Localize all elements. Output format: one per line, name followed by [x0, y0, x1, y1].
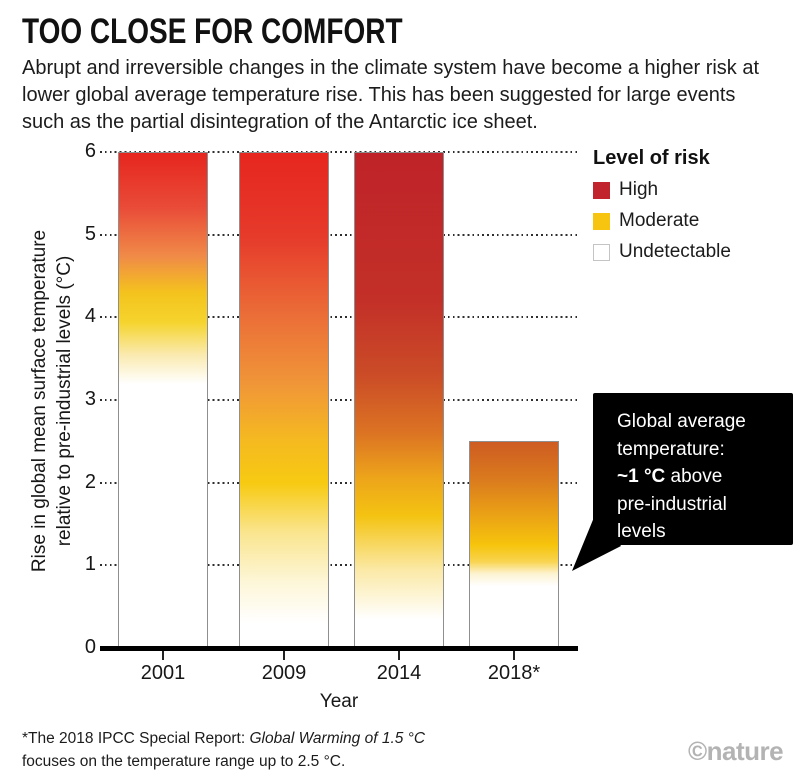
undetectable-risk-swatch-icon: [593, 243, 610, 261]
x-tick-label-2018: 2018*: [487, 662, 541, 684]
legend: Level of risk High Moderate Undetectable: [593, 147, 793, 272]
bar-2001: [118, 152, 208, 648]
y-axis-title-line1: Rise in global mean surface temperature: [29, 229, 50, 573]
annotation-pointer-icon: [572, 510, 621, 571]
gridline-6: [100, 151, 578, 153]
legend-title: Level of risk: [593, 147, 710, 169]
y-tick-label-0: 0: [84, 636, 96, 658]
x-tick-label-2001: 2001: [140, 662, 186, 684]
y-tick-label-4: 4: [84, 305, 96, 328]
gridline-2: [100, 481, 578, 484]
annotation-line1: Global average: [617, 411, 746, 432]
y-axis-title: Rise in global mean surface temperature …: [27, 151, 79, 651]
y-tick-label-1: 1: [84, 553, 96, 576]
gridline-4: [100, 316, 578, 319]
y-tick-label-3: 3: [84, 388, 96, 410]
footnote-report-title: Global Warming of 1.5 °C: [249, 730, 426, 747]
x-tick-mark-2014: [398, 651, 400, 660]
page-title: TOO CLOSE FOR COMFORT: [22, 12, 403, 51]
x-tick-label-2009: 2009: [261, 662, 307, 684]
legend-item-high: High: [593, 179, 793, 201]
subtitle: Abrupt and irreversible changes in the c…: [22, 57, 760, 133]
annotation-bubble: Global average temperature: ~1 °C above …: [593, 393, 793, 545]
bar-2018: [469, 441, 559, 648]
x-tick-label-2014: 2014: [376, 662, 422, 684]
legend-label-high: High: [619, 179, 659, 200]
bar-2009: [239, 152, 329, 648]
y-tick-label-2: 2: [84, 470, 96, 493]
y-axis-title-line2: relative to pre-industrial levels (°C): [54, 255, 75, 547]
x-axis-line: [100, 646, 578, 651]
nature-logo: ©nature: [688, 736, 784, 766]
gridline-1: [100, 564, 578, 567]
legend-item-moderate: Moderate: [593, 210, 793, 232]
annotation-line4: pre-industrial: [617, 493, 727, 515]
legend-item-undetectable: Undetectable: [593, 241, 793, 263]
bar-2014: [354, 152, 444, 648]
high-risk-swatch-icon: [593, 181, 610, 199]
y-tick-label-6: 6: [84, 140, 96, 162]
footnote-line2: focuses on the temperature range up to 2…: [22, 753, 346, 770]
annotation-temp-value: ~1 °C: [617, 466, 666, 487]
legend-label-moderate: Moderate: [619, 210, 700, 231]
gridline-3: [100, 399, 578, 401]
y-tick-label-5: 5: [84, 222, 96, 245]
moderate-risk-swatch-icon: [593, 212, 610, 230]
x-axis-title: Year: [319, 691, 359, 712]
annotation-line3: ~1 °C above: [617, 466, 723, 487]
legend-label-undetectable: Undetectable: [619, 241, 731, 262]
footnote: *The 2018 IPCC Special Report: Global Wa…: [22, 727, 425, 773]
x-tick-mark-2018: [513, 651, 515, 660]
x-tick-mark-2009: [283, 651, 285, 660]
footnote-line1: *The 2018 IPCC Special Report: Global Wa…: [22, 730, 426, 747]
annotation-line5: levels: [617, 521, 666, 542]
gridline-5: [100, 233, 578, 236]
x-tick-mark-2001: [162, 651, 164, 660]
annotation-line2: temperature:: [617, 438, 725, 460]
